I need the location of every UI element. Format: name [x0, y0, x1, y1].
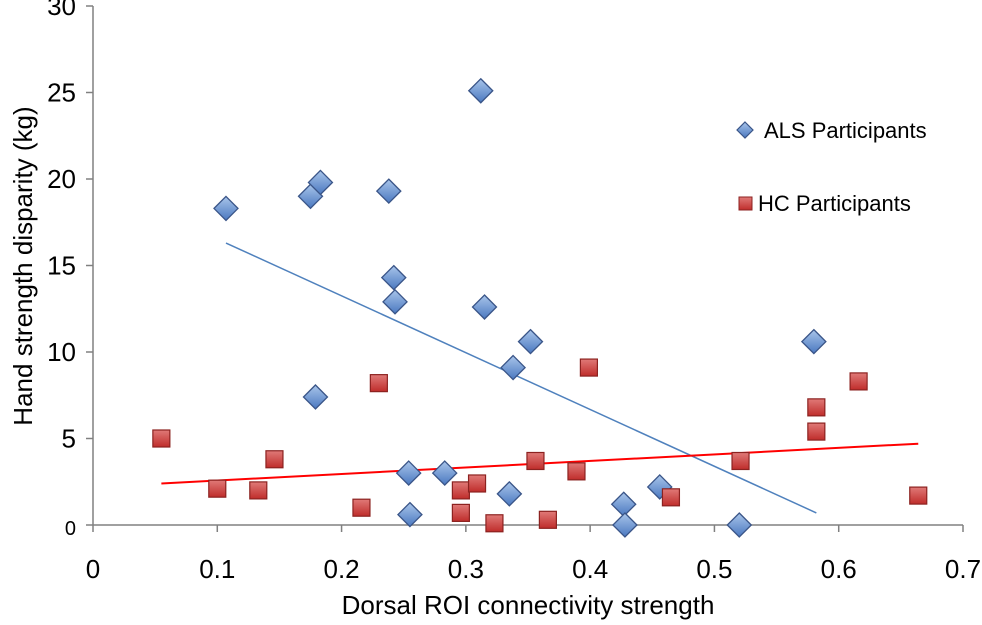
hc-data-point — [485, 514, 504, 533]
legend-hc-marker-icon — [738, 196, 753, 211]
als-data-point — [375, 178, 402, 205]
y-tick-label: 0 — [65, 518, 76, 540]
y-tick-label: 25 — [47, 78, 76, 108]
legend-als-label: ALS Participants — [764, 118, 927, 143]
x-tick-label: 0.6 — [821, 554, 857, 584]
y-tick-label: 20 — [47, 164, 76, 194]
als-data-point — [431, 460, 458, 487]
als-trendline — [225, 242, 817, 514]
hc-data-point — [567, 462, 586, 481]
als-data-point — [800, 328, 827, 355]
als-data-point — [471, 294, 498, 320]
als-data-point — [213, 195, 239, 222]
hc-data-point — [451, 481, 470, 500]
x-tick-label: 0.1 — [199, 554, 235, 584]
x-tick-label: 0.5 — [696, 554, 732, 584]
legend-als-marker-icon — [736, 121, 754, 139]
als-data-point — [612, 512, 638, 538]
als-data-point — [307, 169, 334, 196]
als-data-point — [610, 491, 637, 518]
hc-data-point — [152, 429, 171, 448]
als-data-point — [302, 384, 329, 410]
y-tick-label: 15 — [47, 251, 76, 281]
axes — [92, 6, 963, 526]
als-data-point — [382, 288, 408, 315]
hc-data-point — [731, 451, 750, 471]
data-points — [152, 77, 928, 538]
hc-data-point — [807, 398, 826, 417]
als-data-point — [517, 328, 544, 355]
als-data-point — [380, 264, 407, 291]
x-tick-label: 0 — [86, 554, 100, 584]
hc-data-point — [849, 372, 868, 391]
hc-data-point — [538, 510, 557, 529]
hc-data-point — [579, 358, 599, 377]
hc-data-point — [807, 422, 826, 441]
hc-data-point — [451, 503, 470, 522]
als-data-point — [397, 501, 423, 528]
hc-data-point — [265, 450, 284, 469]
hc-data-point — [208, 479, 227, 498]
ticks: 0 5 10 15 20 25 30 0 0.1 0.2 0.3 0.4 0.5 0.6 0.7 — [47, 0, 981, 584]
hc-data-point — [467, 474, 487, 493]
y-tick-label: 30 — [47, 0, 76, 21]
als-data-point — [500, 354, 527, 381]
legend: ALS Participants HC Participants — [736, 118, 927, 216]
hc-data-point — [661, 488, 681, 507]
x-tick-label: 0.7 — [945, 554, 981, 584]
y-tick-label: 10 — [47, 337, 76, 367]
x-tick-label: 0.3 — [448, 554, 484, 584]
hc-data-point — [249, 481, 268, 500]
hc-data-point — [352, 498, 371, 517]
als-data-point — [496, 480, 523, 507]
trendlines — [161, 242, 919, 514]
hc-data-point — [526, 451, 545, 471]
x-tick-label: 0.4 — [572, 554, 608, 584]
y-tick-label: 5 — [62, 424, 76, 454]
als-data-point — [467, 77, 494, 104]
x-axis-title: Dorsal ROI connectivity strength — [342, 590, 715, 620]
x-tick-label: 0.2 — [323, 554, 359, 584]
als-data-point — [726, 512, 753, 538]
als-data-point — [395, 460, 422, 487]
hc-data-point — [369, 374, 388, 393]
hc-data-point — [909, 486, 928, 505]
legend-hc-label: HC Participants — [758, 191, 911, 216]
y-axis-title: Hand strength disparity (kg) — [8, 106, 38, 425]
